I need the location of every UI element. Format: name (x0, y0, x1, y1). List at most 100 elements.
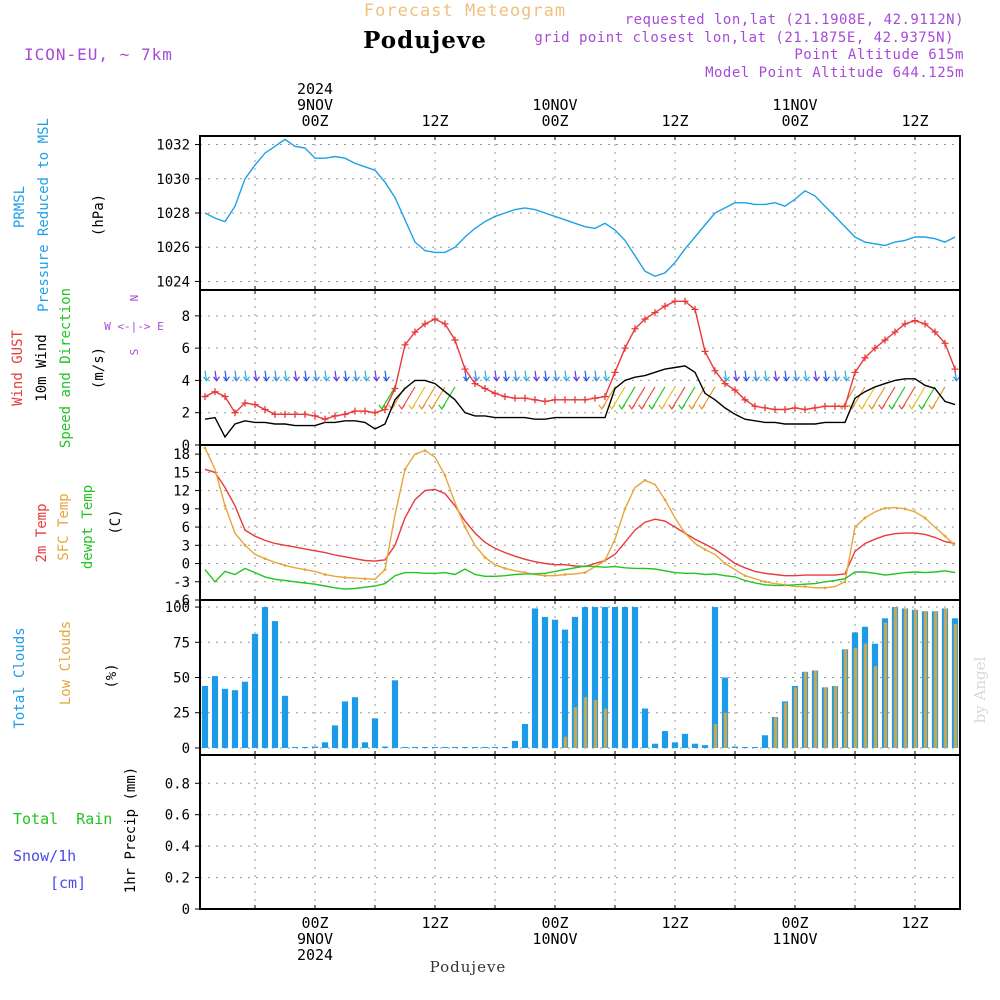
low-cloud-bar (943, 608, 948, 748)
y-tick-label: 12 (173, 484, 190, 500)
wind-direction-arrow-head (583, 376, 590, 382)
low-cloud-bar (933, 611, 938, 748)
pressure-line (204, 138, 956, 278)
temp-sfc-marker (683, 531, 687, 535)
wind-gust-marker (371, 409, 379, 417)
total-cloud-bar (761, 735, 769, 748)
wind-direction-arrow (344, 370, 348, 381)
wind-direction-arrow (794, 370, 798, 381)
wind-direction-arrow-head (473, 376, 480, 382)
wind-panel: 0 2 4 6 8 (182, 289, 961, 454)
wind-direction-arrow-head (658, 404, 666, 410)
grid-point-coords: grid point closest lon,lat (21.1875E, 42… (534, 30, 954, 46)
low-cloud-bar (783, 702, 788, 748)
wind-gust-marker (551, 396, 559, 404)
wind-direction-arrow-head (793, 376, 800, 382)
total-cloud-bar (261, 607, 269, 748)
wind-gust-marker (471, 380, 479, 388)
total-cloud-bar (371, 718, 379, 748)
wind-direction-arrow (514, 370, 518, 381)
temp-2m-line (204, 468, 956, 577)
temp-sfc-marker (263, 557, 267, 561)
total-cloud-bar (641, 708, 649, 748)
total-cloud-bar (531, 608, 539, 748)
wind-direction-arrow-head (243, 376, 250, 382)
model-point-altitude: Model Point Altitude 644.125m (705, 65, 964, 81)
wind-direction-arrow-head (848, 404, 856, 410)
y-tick-label: 50 (173, 671, 190, 687)
temp-sfc-marker (843, 580, 847, 584)
total-cloud-bar (361, 742, 369, 748)
wind-direction-arrow-head (668, 404, 676, 410)
wind-direction-arrow-head (563, 376, 570, 382)
wind-gust-marker (691, 305, 699, 313)
wind-direction-arrow-head (733, 376, 740, 382)
wind-gust-marker (821, 402, 829, 410)
temp-sfc-marker (363, 577, 367, 581)
wind-direction-arrow-head (353, 376, 360, 382)
low-cloud-bar (873, 666, 878, 748)
wind-direction-arrow-head (843, 376, 850, 382)
wind-direction-arrow-head (823, 376, 830, 382)
panel-frame (199, 754, 961, 910)
temp-sfc-marker (483, 556, 487, 559)
low-cloud-bar (843, 649, 848, 748)
wind-direction-arrow-head (273, 376, 280, 382)
total-cloud-bar (561, 629, 569, 748)
wind-direction-arrow (784, 370, 788, 381)
wind-direction-arrow-head (593, 376, 600, 382)
wind-gust-marker (481, 384, 489, 392)
top-time-label: 10NOV (532, 96, 577, 114)
pressure-ylabel-2: Pressure Reduced to MSL (36, 118, 52, 312)
total-cloud-bar (611, 607, 619, 748)
bottom-time-label: 00Z (301, 914, 328, 932)
wind-gust-marker (681, 297, 689, 305)
y-tick-label: 0.4 (165, 839, 190, 855)
wind-direction-arrow (574, 370, 578, 381)
wind-gust-marker (491, 389, 499, 397)
temp-sfc-marker (443, 473, 447, 477)
cloud-label-group: Total Clouds Low Clouds (%) (12, 621, 120, 729)
temp-sfc-marker (343, 576, 347, 579)
wind-direction-arrow (384, 370, 388, 381)
bottom-time-label: 11NOV (772, 930, 817, 948)
temp-sfc-marker (763, 580, 767, 584)
wind-direction-arrow (594, 370, 598, 381)
wind-gust-marker (211, 388, 219, 396)
wind-direction-arrow-head (618, 404, 626, 410)
wind-gust-marker (411, 328, 419, 336)
wind-direction-arrow (534, 370, 538, 381)
y-tick-label: 6 (182, 520, 190, 536)
top-time-label: 00Z (781, 112, 808, 130)
total-cloud-bar (271, 621, 279, 748)
pressure-panel: 1024 1026 1028 1030 1032 (156, 135, 961, 291)
low-cloud-bar (893, 607, 898, 748)
wind-direction-arrow-head (503, 376, 510, 382)
wind-direction-arrow (314, 370, 318, 381)
wind-gust-marker (431, 315, 439, 323)
wind-direction-arrow-head (898, 404, 906, 410)
wind-gust-marker (601, 393, 609, 401)
wind-direction-arrow (834, 370, 838, 381)
wind-gust-marker (651, 309, 659, 317)
wind-gust-marker (221, 393, 229, 401)
total-cloud-bar (461, 746, 469, 748)
wind-direction-arrow-head (533, 376, 540, 382)
wind-direction-arrow-head (398, 404, 406, 410)
total-cloud-bar (491, 746, 499, 748)
top-time-label: 2024 (297, 80, 333, 98)
wind-gust-marker (381, 405, 389, 413)
wind-direction-arrow (774, 370, 778, 381)
total-cloud-bar (741, 746, 749, 748)
y-tick-label: 0.8 (165, 776, 190, 792)
wind-gust-marker (271, 410, 279, 418)
wind-direction-arrow-head (868, 404, 876, 410)
wind-direction-arrow (494, 370, 498, 381)
wind-direction-arrow (814, 370, 818, 381)
y-tick-label: 25 (173, 706, 190, 722)
wind-direction-arrow (254, 370, 258, 381)
wind-direction-arrow-head (363, 376, 370, 382)
temp-sfc-marker (903, 507, 907, 511)
wind-direction-arrow-head (638, 404, 646, 410)
